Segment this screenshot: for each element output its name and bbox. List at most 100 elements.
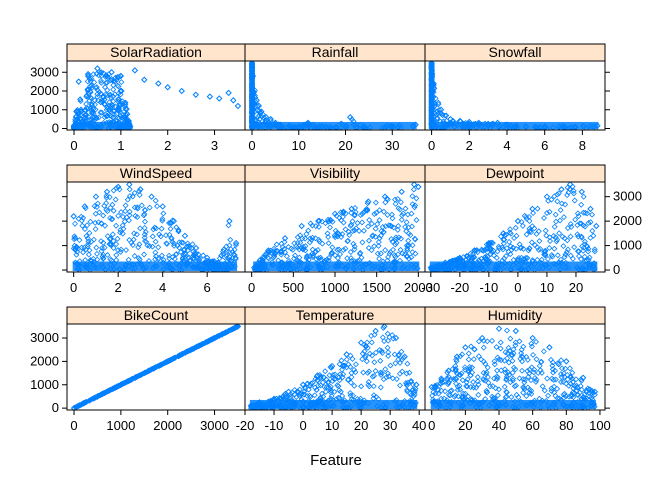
data-point	[496, 356, 503, 363]
data-point	[223, 243, 230, 250]
data-point	[184, 240, 191, 247]
data-point	[483, 371, 489, 378]
data-point	[107, 204, 114, 211]
data-point	[231, 246, 238, 253]
panel-rainfall: Rainfall 0 10 20 30	[244, 43, 426, 153]
data-point	[562, 201, 569, 208]
data-point	[520, 245, 527, 252]
data-point	[362, 342, 369, 349]
data-point	[437, 106, 445, 113]
data-point	[163, 232, 169, 239]
data-point	[181, 232, 189, 240]
data-point	[445, 374, 452, 381]
data-point	[91, 101, 98, 108]
data-point	[192, 91, 200, 98]
data-point	[221, 254, 228, 261]
data-point	[538, 256, 545, 263]
data-point	[343, 351, 350, 358]
data-point	[448, 387, 455, 394]
data-point	[103, 192, 110, 199]
data-point	[141, 369, 148, 377]
data-point	[484, 249, 491, 256]
data-point	[108, 101, 115, 108]
data-point	[362, 343, 369, 350]
data-point	[131, 67, 139, 74]
data-point	[346, 231, 353, 238]
data-point	[227, 236, 234, 243]
data-point	[307, 220, 314, 227]
data-point	[126, 217, 132, 224]
data-point	[285, 388, 292, 395]
panel-temperature: Temperature -20 -10 0 10 20 30 40	[236, 306, 426, 433]
data-point	[532, 378, 539, 385]
data-point	[160, 210, 167, 217]
data-point	[365, 223, 372, 230]
point-cloud	[428, 61, 601, 130]
data-point	[562, 365, 569, 372]
data-point	[459, 351, 466, 358]
x-tick-label: 3000	[200, 418, 229, 433]
data-point	[332, 375, 338, 382]
data-point	[391, 252, 398, 259]
data-point	[271, 250, 278, 256]
data-point	[114, 82, 121, 89]
data-point	[100, 70, 107, 77]
data-point	[524, 368, 531, 374]
data-point	[541, 215, 547, 221]
data-point	[252, 103, 258, 110]
data-point	[123, 214, 130, 221]
data-point	[508, 394, 515, 401]
data-point	[570, 188, 577, 194]
data-point	[524, 356, 531, 363]
data-point	[518, 218, 525, 225]
data-point	[136, 192, 143, 198]
data-point	[111, 77, 117, 84]
data-point	[360, 227, 367, 234]
data-point	[329, 244, 336, 251]
data-point	[552, 234, 559, 241]
y-tick-label: 2000	[30, 353, 59, 368]
data-point	[392, 234, 399, 241]
dense-points	[429, 261, 598, 272]
x-tick-label: 1000	[321, 280, 350, 295]
data-point	[568, 223, 575, 230]
data-point	[88, 75, 95, 82]
data-point	[366, 368, 373, 375]
data-point	[412, 121, 419, 128]
data-point	[385, 222, 392, 229]
panel-title: BikeCount	[124, 307, 189, 323]
data-point	[521, 212, 528, 219]
data-point	[543, 193, 551, 200]
panel-title: Snowfall	[489, 44, 542, 60]
data-point	[473, 384, 480, 391]
data-point	[470, 384, 477, 391]
data-point	[409, 223, 415, 230]
data-point	[548, 196, 555, 203]
data-point	[397, 246, 404, 253]
data-point	[131, 230, 138, 237]
data-point	[262, 251, 268, 258]
data-point	[104, 92, 111, 98]
data-point	[550, 369, 557, 376]
data-point	[480, 369, 487, 376]
data-point	[465, 368, 472, 375]
data-point	[515, 254, 522, 261]
data-point	[489, 383, 496, 390]
data-point	[456, 382, 463, 389]
data-point	[286, 122, 293, 129]
data-point	[523, 393, 530, 399]
data-point	[340, 371, 347, 378]
data-point	[312, 223, 319, 230]
data-point	[104, 233, 111, 240]
data-point	[576, 253, 582, 260]
data-point	[126, 182, 133, 188]
data-point	[298, 244, 305, 251]
data-point	[351, 366, 358, 373]
data-point	[335, 230, 342, 237]
data-point	[468, 343, 475, 350]
data-point	[566, 393, 573, 400]
panel-title: WindSpeed	[120, 165, 192, 181]
data-point	[307, 380, 314, 387]
data-point	[382, 247, 389, 254]
